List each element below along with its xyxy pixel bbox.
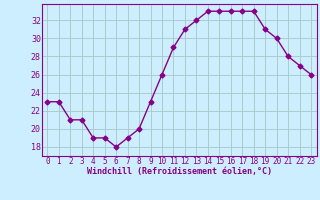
X-axis label: Windchill (Refroidissement éolien,°C): Windchill (Refroidissement éolien,°C) (87, 167, 272, 176)
